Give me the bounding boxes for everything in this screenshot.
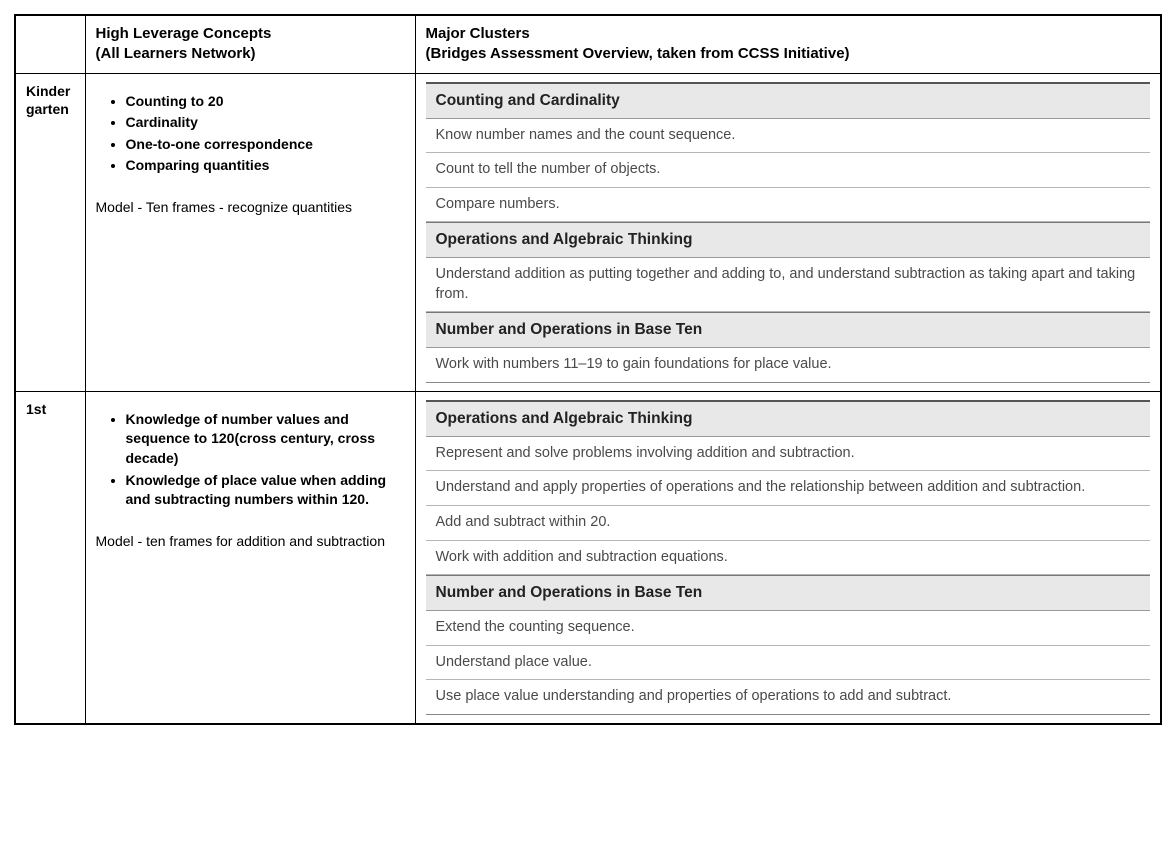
header-concepts-line2: (All Learners Network) bbox=[96, 45, 256, 62]
cluster-header: Operations and Algebraic Thinking bbox=[426, 402, 1151, 437]
standards-table: High Leverage Concepts (All Learners Net… bbox=[14, 14, 1162, 725]
cluster-item: Add and subtract within 20. bbox=[426, 506, 1151, 541]
cluster-item: Count to tell the number of objects. bbox=[426, 153, 1151, 188]
table-row: 1st Knowledge of number values and sequen… bbox=[15, 391, 1161, 723]
grade-label-line1: Kinder bbox=[26, 82, 75, 100]
clusters-cell: Counting and CardinalityKnow number name… bbox=[415, 73, 1161, 391]
cluster-item: Understand place value. bbox=[426, 646, 1151, 681]
grade-cell: Kindergarten bbox=[15, 73, 85, 391]
cluster-item: Compare numbers. bbox=[426, 188, 1151, 223]
table-body: KindergartenCounting to 20CardinalityOne… bbox=[15, 73, 1161, 724]
header-concepts: High Leverage Concepts (All Learners Net… bbox=[85, 15, 415, 73]
header-clusters: Major Clusters (Bridges Assessment Overv… bbox=[415, 15, 1161, 73]
table-header-row: High Leverage Concepts (All Learners Net… bbox=[15, 15, 1161, 73]
cluster-header: Number and Operations in Base Ten bbox=[426, 312, 1151, 348]
clusters-cell: Operations and Algebraic ThinkingReprese… bbox=[415, 391, 1161, 723]
cluster-item: Understand addition as putting together … bbox=[426, 258, 1151, 312]
cluster-header: Counting and Cardinality bbox=[426, 84, 1151, 119]
header-clusters-line1: Major Clusters bbox=[426, 25, 530, 42]
cluster-item: Extend the counting sequence. bbox=[426, 611, 1151, 646]
cluster-item: Understand and apply properties of opera… bbox=[426, 471, 1151, 506]
concepts-list-item: One-to-one correspondence bbox=[126, 135, 405, 155]
cluster-header: Operations and Algebraic Thinking bbox=[426, 222, 1151, 258]
cluster-header: Number and Operations in Base Ten bbox=[426, 575, 1151, 611]
grade-cell: 1st bbox=[15, 391, 85, 723]
grade-label-line2: garten bbox=[26, 100, 75, 118]
concepts-list: Counting to 20CardinalityOne-to-one corr… bbox=[96, 92, 405, 176]
header-concepts-line1: High Leverage Concepts bbox=[96, 25, 272, 42]
header-clusters-line2: (Bridges Assessment Overview, taken from… bbox=[426, 45, 850, 62]
concepts-cell: Counting to 20CardinalityOne-to-one corr… bbox=[85, 73, 415, 391]
table-row: KindergartenCounting to 20CardinalityOne… bbox=[15, 73, 1161, 391]
grade-label-line1: 1st bbox=[26, 400, 75, 418]
model-text: Model - Ten frames - recognize quantitie… bbox=[96, 198, 405, 218]
clusters-inner: Counting and CardinalityKnow number name… bbox=[426, 82, 1151, 383]
model-text: Model - ten frames for addition and subt… bbox=[96, 532, 405, 552]
cluster-item: Know number names and the count sequence… bbox=[426, 119, 1151, 154]
cluster-item: Work with addition and subtraction equat… bbox=[426, 541, 1151, 576]
cluster-item: Represent and solve problems involving a… bbox=[426, 437, 1151, 472]
header-grade bbox=[15, 15, 85, 73]
concepts-cell: Knowledge of number values and sequence … bbox=[85, 391, 415, 723]
concepts-list-item: Counting to 20 bbox=[126, 92, 405, 112]
concepts-list-item: Cardinality bbox=[126, 113, 405, 133]
cluster-item: Work with numbers 11–19 to gain foundati… bbox=[426, 348, 1151, 382]
clusters-inner: Operations and Algebraic ThinkingReprese… bbox=[426, 400, 1151, 715]
concepts-list-item: Knowledge of place value when adding and… bbox=[126, 471, 405, 510]
cluster-item: Use place value understanding and proper… bbox=[426, 680, 1151, 714]
concepts-list-item: Comparing quantities bbox=[126, 156, 405, 176]
concepts-list: Knowledge of number values and sequence … bbox=[96, 410, 405, 510]
concepts-list-item: Knowledge of number values and sequence … bbox=[126, 410, 405, 469]
